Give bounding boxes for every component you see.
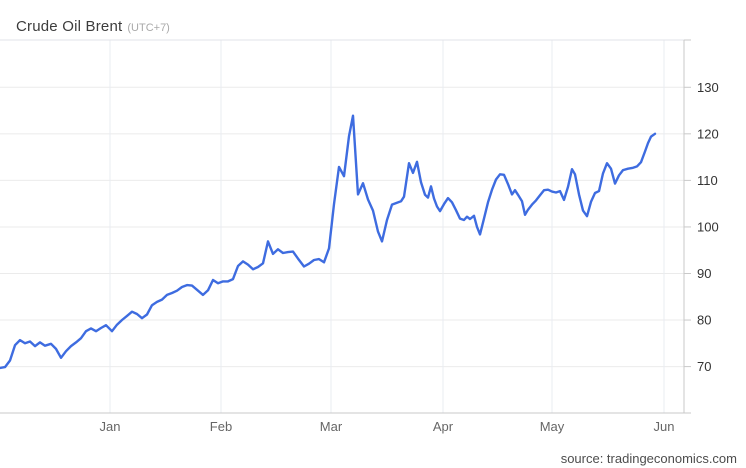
y-axis-label: 130 <box>697 80 719 95</box>
x-axis-label: Mar <box>320 419 343 434</box>
chart-header: Crude Oil Brent (UTC+7) <box>16 18 170 36</box>
x-axis-label: Jan <box>100 419 121 434</box>
y-axis-label: 70 <box>697 359 711 374</box>
y-axis-label: 80 <box>697 313 711 328</box>
y-axis-label: 90 <box>697 266 711 281</box>
x-axis-label: Feb <box>210 419 232 434</box>
x-axis-label: Jun <box>654 419 675 434</box>
y-axis-label: 100 <box>697 219 719 234</box>
y-axis-labels: 70 80 90 100 110 120 130 <box>697 80 719 374</box>
axes <box>0 39 691 414</box>
x-axis-labels: Jan Feb Mar Apr May Jun <box>100 419 675 434</box>
chart-title: Crude Oil Brent <box>16 18 123 35</box>
x-axis-label: Apr <box>433 419 454 434</box>
source-attribution: source: tradingeconomics.com <box>560 451 737 466</box>
price-line[interactable] <box>0 114 657 370</box>
x-axis-label: May <box>540 419 565 434</box>
y-axis-label: 120 <box>697 126 719 141</box>
chart-timezone-note: (UTC+7) <box>127 22 170 34</box>
y-axis-label: 110 <box>697 173 718 188</box>
horizontal-gridlines <box>0 86 684 368</box>
